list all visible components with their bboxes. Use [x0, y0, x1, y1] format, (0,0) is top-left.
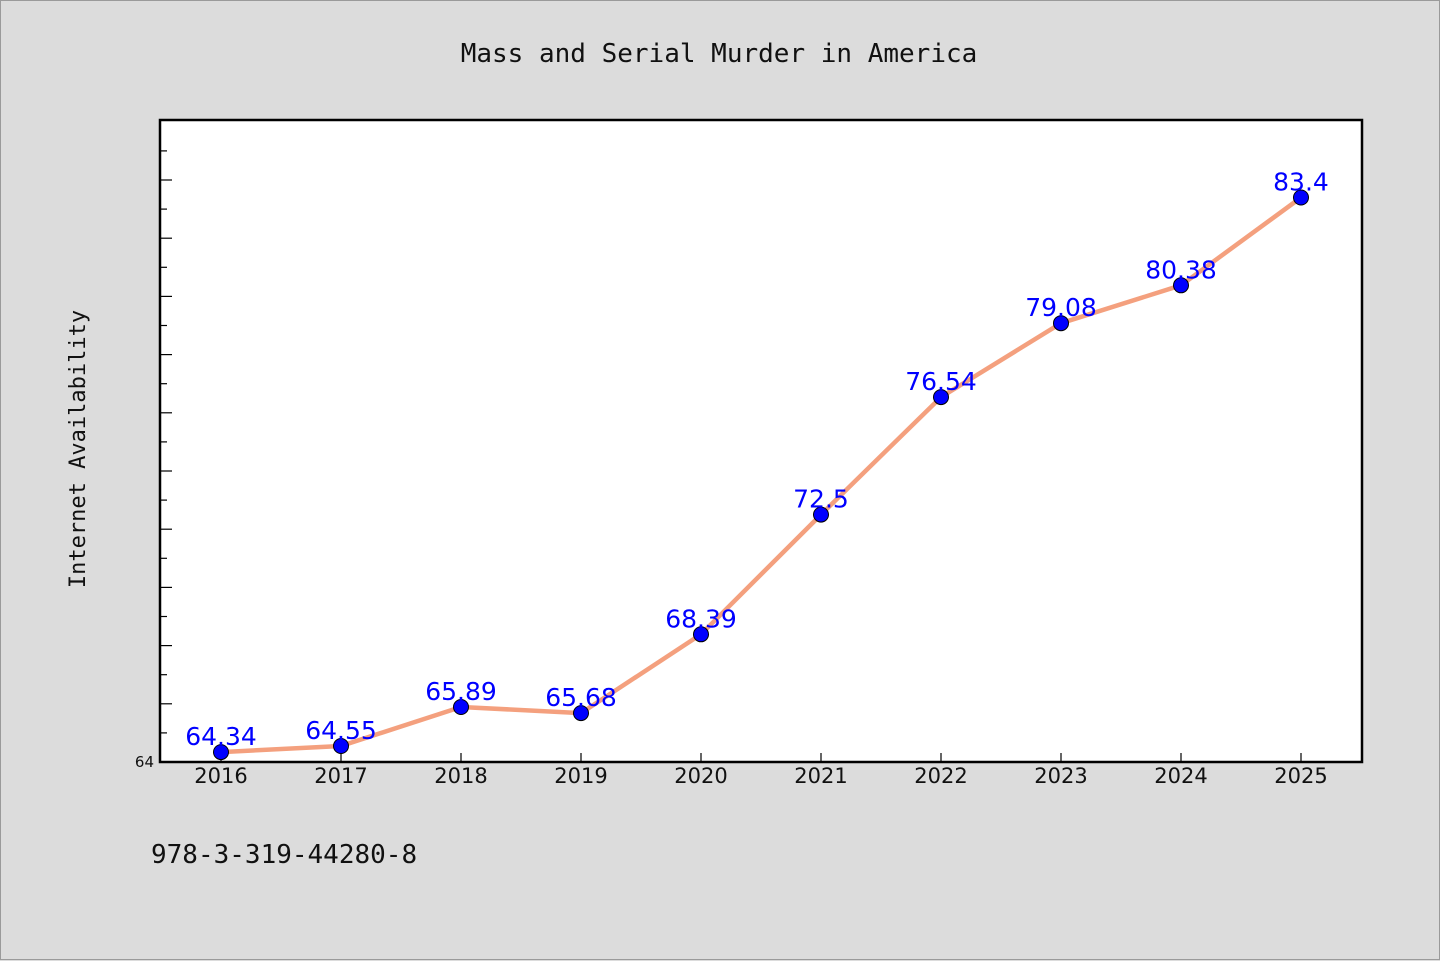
plot-area — [158, 118, 1364, 764]
data-label: 64.55 — [305, 716, 377, 745]
x-tick-label: 2018 — [434, 764, 487, 788]
data-point — [573, 705, 589, 722]
chart-title: Mass and Serial Murder in America — [461, 39, 978, 69]
data-labels-layer: 64.34 64.55 65.89 65.68 68.39 72.5 76.54 79.08 8… — [185, 168, 1329, 752]
y-axis-ticks: 64 — [135, 150, 172, 771]
data-point — [1173, 277, 1189, 294]
data-label: 83.4 — [1273, 168, 1329, 197]
data-label: 65.68 — [545, 683, 617, 712]
x-tick-label: 2017 — [314, 764, 367, 788]
data-label: 80.38 — [1145, 255, 1217, 284]
y-tick-label: 64 — [135, 753, 154, 771]
footnote: 978-3-319-44280-8 — [151, 840, 417, 870]
x-tick-label: 2025 — [1274, 764, 1327, 788]
data-label: 64.34 — [185, 722, 257, 751]
data-point — [213, 744, 229, 761]
data-point — [453, 699, 469, 715]
series-layer — [213, 189, 1309, 761]
series-line — [218, 195, 1304, 755]
x-axis-ticks: 2016 2017 2018 2019 2020 2021 2022 2023 2024 2025 — [194, 753, 1328, 788]
x-tick-label: 2023 — [1034, 764, 1087, 788]
data-point — [1053, 315, 1069, 332]
y-axis-label: Internet Availability — [66, 310, 91, 588]
data-label: 72.5 — [793, 485, 849, 514]
x-tick-label: 2024 — [1154, 764, 1207, 788]
data-point — [693, 626, 709, 643]
x-tick-label: 2016 — [194, 764, 247, 788]
data-point — [333, 738, 349, 754]
data-point — [813, 506, 829, 523]
data-label: 79.08 — [1025, 293, 1097, 322]
data-label: 68.39 — [665, 604, 737, 633]
data-point — [933, 389, 949, 406]
data-point — [1293, 189, 1309, 206]
data-label: 65.89 — [425, 677, 497, 706]
x-tick-label: 2022 — [914, 764, 967, 788]
data-label: 76.54 — [905, 367, 977, 396]
x-tick-label: 2020 — [674, 764, 727, 788]
x-tick-label: 2019 — [554, 764, 607, 788]
x-tick-label: 2021 — [794, 764, 847, 788]
